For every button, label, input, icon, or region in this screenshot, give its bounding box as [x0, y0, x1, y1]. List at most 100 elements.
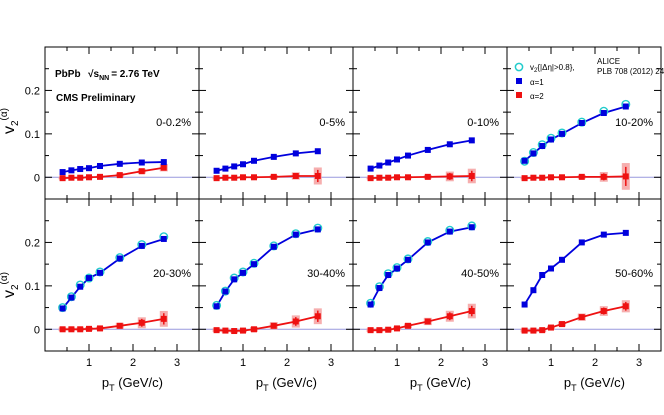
energy-label: √sNN = 2.76 TeV: [88, 69, 160, 82]
alpha2-point: [622, 173, 629, 180]
alpha2-point: [77, 326, 84, 333]
alpha2-point: [424, 318, 431, 325]
alpha1-point: [530, 287, 537, 294]
alice-point: [84, 273, 94, 283]
alpha2-point: [539, 174, 546, 181]
alpha1-point: [559, 130, 565, 137]
y-tick-label: 0.1: [25, 281, 40, 293]
alpha2-point: [385, 326, 392, 333]
y-axis-label-top: v2(α): [0, 108, 21, 134]
alpha1-line: [215, 228, 319, 307]
alpha2-point: [222, 174, 229, 181]
collaboration-label: CMS Preliminary: [56, 93, 136, 104]
alpha2-point: [548, 174, 554, 181]
panel-frame: [506, 198, 662, 352]
alpha1-point: [622, 229, 629, 236]
x-tick-label: 3: [174, 357, 180, 369]
panel-7: 1 2 3 pT (GeV/c) 40-50%: [352, 198, 508, 393]
y-tick-label: 0.1: [25, 129, 40, 141]
alpha1-point: [231, 163, 238, 170]
alpha1-point: [270, 153, 277, 160]
alpha2-point: [578, 314, 585, 321]
alpha1-point: [77, 283, 84, 290]
alpha2-point: [394, 174, 400, 181]
alpha1-point: [385, 159, 392, 166]
alpha2-point: [521, 327, 528, 334]
x-tick-label: 2: [592, 357, 598, 369]
alpha1-point: [97, 269, 103, 276]
alpha1-point: [578, 239, 585, 246]
alpha1-point: [385, 272, 392, 278]
panel-2: 0-5%: [198, 46, 354, 200]
alpha2-point: [446, 173, 453, 180]
alpha1-point: [521, 157, 528, 164]
alpha1-point: [314, 226, 321, 233]
alpha2-point: [530, 327, 537, 334]
alpha2-point: [160, 164, 167, 171]
alpha1-point: [468, 224, 475, 231]
x-tick-label: 3: [636, 357, 642, 369]
alpha2-point: [240, 174, 246, 181]
alpha1-point: [367, 165, 374, 172]
alpha1-point: [578, 120, 585, 126]
alpha2-point: [539, 327, 546, 334]
y-tick-label: 0: [34, 172, 40, 184]
alpha2-point: [68, 174, 75, 181]
x-tick-label: 1: [394, 357, 400, 369]
system-label: PbPb: [55, 69, 81, 80]
legend-alice-marker: [514, 62, 524, 72]
panel-3: 0-10%: [352, 46, 508, 200]
alpha2-point: [251, 174, 257, 181]
alpha2-point: [405, 322, 411, 329]
alpha2-point: [59, 175, 66, 182]
alpha1-point: [59, 169, 66, 176]
alpha1-point: [292, 231, 299, 238]
x-tick-label: 2: [438, 357, 444, 369]
alpha2-point: [77, 174, 84, 181]
alpha1-point: [160, 159, 167, 166]
alpha2-point: [424, 173, 431, 180]
alpha1-point: [600, 231, 607, 238]
alpha1-point: [116, 160, 123, 167]
alpha2-point: [405, 174, 411, 181]
alpha1-point: [270, 243, 277, 250]
alpha2-point: [138, 319, 145, 326]
alpha1-point: [231, 276, 238, 283]
alpha1-point: [367, 301, 374, 308]
alpha1-point: [222, 288, 229, 295]
alpha1-point: [160, 235, 167, 242]
alpha2-point: [251, 326, 257, 333]
alpha1-point: [222, 165, 229, 172]
x-axis-label: pT (GeV/c): [102, 375, 163, 393]
alpha2-point: [68, 326, 75, 333]
alpha1-line: [61, 238, 165, 310]
alpha2-point: [292, 318, 299, 325]
alpha2-point: [600, 173, 607, 180]
alpha2-point: [138, 168, 145, 175]
x-tick-label: 2: [284, 357, 290, 369]
alpha1-point: [424, 239, 431, 246]
alpha2-point: [559, 174, 565, 181]
alpha1-point: [86, 275, 92, 282]
x-tick-label: 3: [328, 357, 334, 369]
x-tick-label: 1: [86, 357, 92, 369]
centrality-label: 0-0.2%: [156, 117, 191, 129]
alpha1-point: [622, 103, 629, 110]
alpha1-point: [405, 152, 411, 159]
alpha2-point: [622, 303, 629, 310]
alpha1-point: [251, 261, 257, 268]
alpha2-point: [116, 172, 123, 179]
alpha2-point: [446, 313, 453, 320]
alpha1-point: [468, 137, 475, 144]
alpha1-point: [539, 272, 546, 278]
legend-alice-label: v2{|Δη|>0.8},: [530, 63, 575, 74]
alpha1-line: [524, 105, 627, 162]
alpha2-point: [468, 172, 475, 179]
alpha1-point: [68, 167, 75, 174]
alpha1-point: [240, 269, 246, 276]
legend-alpha1-marker: [516, 78, 522, 84]
alpha1-point: [548, 265, 554, 272]
alpha1-point: [292, 150, 299, 157]
x-tick-label: 3: [482, 357, 488, 369]
